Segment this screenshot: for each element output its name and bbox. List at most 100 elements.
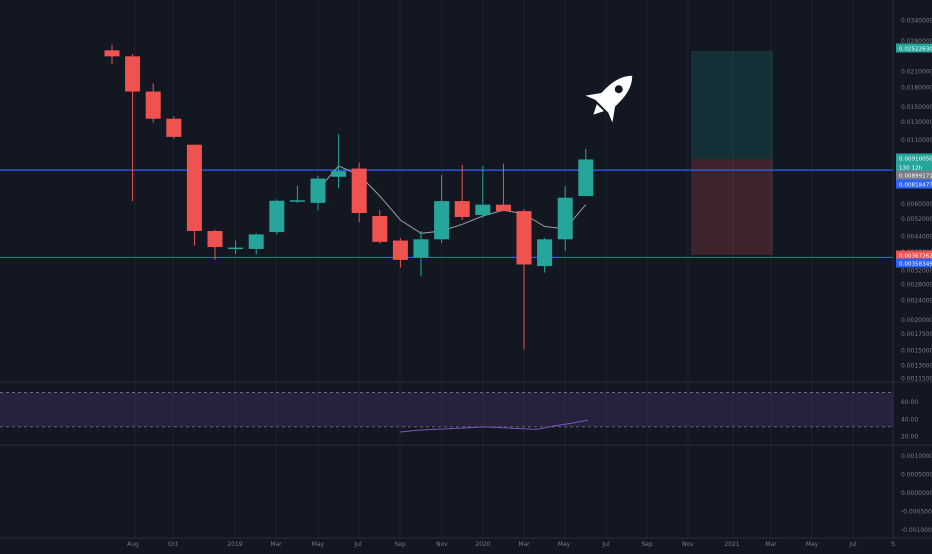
price-tag-bg <box>896 170 932 180</box>
candle <box>310 175 326 211</box>
candle-body <box>392 240 408 260</box>
candle <box>475 166 491 218</box>
rsi-tick-label: 40.00 <box>901 416 918 423</box>
rsi-tick-label: 20.00 <box>901 433 918 440</box>
price-tag-bg <box>896 153 932 163</box>
price-tag: 0.00910050 <box>896 153 932 163</box>
time-tick-label: Jul <box>353 541 362 548</box>
candle <box>228 240 244 254</box>
candle-body <box>495 204 511 212</box>
candle <box>454 164 470 221</box>
time-tick-label: S <box>891 541 895 548</box>
time-tick-label: Aug <box>127 541 139 548</box>
candle-body <box>578 159 594 197</box>
candle <box>186 144 202 246</box>
candle <box>537 238 553 273</box>
price-tag: 0.00818477 <box>896 179 932 189</box>
candle-body <box>228 247 244 250</box>
candle <box>413 230 429 277</box>
candle-body <box>248 234 264 249</box>
time-tick-label: May <box>806 541 819 548</box>
candle <box>104 44 120 65</box>
candle <box>331 134 347 189</box>
price-tag: 0.00899171 <box>896 170 932 180</box>
candle-body <box>186 144 202 231</box>
candle-body <box>516 211 532 265</box>
candle <box>289 185 305 203</box>
price-tag-bg <box>896 258 932 268</box>
price-tag: 130 12h <box>896 162 932 172</box>
candle <box>557 185 573 252</box>
candle-body <box>331 171 347 177</box>
price-tag-label: 0.00358349 <box>899 262 932 268</box>
time-tick-label: Sep <box>641 541 653 548</box>
candle-body <box>351 168 367 214</box>
candle-body <box>537 239 553 267</box>
rocket-window <box>614 85 623 94</box>
price-tag: 0.00358349 <box>896 258 932 268</box>
candle <box>372 210 388 244</box>
time-tick-label: Jul <box>601 541 610 548</box>
candle <box>269 199 285 235</box>
candle-body <box>145 91 161 119</box>
time-tick-label: Jul <box>848 541 857 548</box>
price-tag-label: 0.00899171 <box>899 174 932 180</box>
price-tag-label: 0.02522630 <box>899 47 932 53</box>
rocket-icon <box>585 75 633 123</box>
rsi-line <box>399 419 589 433</box>
candle-body <box>125 56 141 92</box>
time-tick-label: Mar <box>518 541 530 548</box>
time-tick-label: Nov <box>682 541 694 548</box>
candle <box>248 233 264 255</box>
candle-body <box>269 200 285 233</box>
candle-body <box>104 50 120 57</box>
time-tick-label: Sep <box>394 541 406 548</box>
rocket-flame <box>593 104 604 115</box>
time-tick-label: Nov <box>436 541 448 548</box>
price-tag-bg <box>896 179 932 189</box>
time-tick-label: 2019 <box>227 541 242 548</box>
price-tag: 0.00367262 <box>896 250 932 260</box>
candle <box>166 116 182 139</box>
candle-body <box>557 197 573 240</box>
candle-body <box>310 178 326 203</box>
candle <box>125 54 141 202</box>
candle-body <box>475 204 491 215</box>
rocket-body <box>595 75 633 113</box>
candle <box>516 209 532 350</box>
rocket-fin <box>585 92 603 100</box>
time-tick-label: Mar <box>270 541 282 548</box>
candle-body <box>434 201 450 240</box>
macd-tick-label: 0.00000000 <box>901 490 932 497</box>
price-tag: 0.02522630 <box>896 43 932 53</box>
price-tag-label: 0.00818477 <box>899 183 932 189</box>
candle-body <box>454 201 470 217</box>
time-tick-label: May <box>312 541 325 548</box>
candle <box>495 163 511 212</box>
candle-body <box>289 200 305 202</box>
price-tag-bg <box>896 162 932 172</box>
price-tag-bg <box>896 250 932 260</box>
time-tick-label: 2021 <box>724 541 739 548</box>
price-tag-label: 130 12h <box>899 166 923 172</box>
